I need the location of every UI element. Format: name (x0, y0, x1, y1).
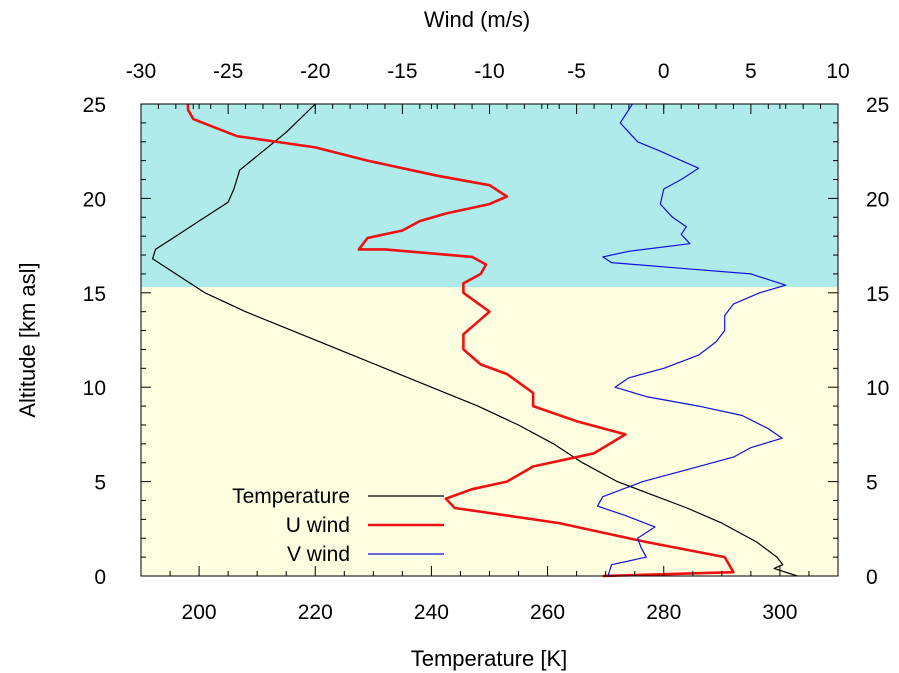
left-tick-label: 0 (94, 566, 106, 589)
left-tick-label: 10 (83, 377, 106, 400)
top-tick-label: -20 (300, 60, 330, 83)
series-line-u-wind (186, 104, 735, 578)
top-tick-label: -30 (126, 60, 156, 83)
bottom-tick-label: 280 (646, 601, 681, 624)
bottom-tick-label: 300 (762, 601, 797, 624)
top-tick-label: -5 (567, 60, 586, 83)
axis-ticks (140, 103, 839, 577)
bottom-tick-label: 200 (182, 601, 217, 624)
left-tick-label: 20 (83, 188, 106, 211)
legend-label-u-wind: U wind (286, 514, 350, 537)
right-tick-label: 10 (866, 377, 889, 400)
right-tick-label: 20 (866, 188, 889, 211)
y-axis-title: Altitude [km asl] (15, 262, 40, 417)
right-tick-label: 15 (866, 283, 889, 306)
x-axis-title-bottom: Temperature [K] (411, 646, 568, 671)
region-stratosphere (141, 104, 838, 288)
top-tick-label: 5 (745, 60, 757, 83)
series-lines (152, 103, 798, 578)
series-line-temperature (152, 103, 798, 577)
x-axis-title-top: Wind (m/s) (424, 7, 530, 32)
tick-labels: 200 220 240 260 280 300-30 -25 -20 -15 -10 -5 0 5 100… (83, 60, 890, 624)
series-line-v-wind (596, 103, 787, 577)
left-tick-label: 15 (83, 283, 106, 306)
top-tick-label: 0 (658, 60, 670, 83)
right-tick-label: 5 (866, 472, 878, 495)
legend-label-temperature: Temperature (232, 485, 350, 508)
bottom-tick-label: 260 (530, 601, 565, 624)
region-troposphere (141, 287, 838, 576)
legend: Temperature U wind V wind (232, 485, 444, 566)
top-tick-label: -10 (474, 60, 504, 83)
top-tick-label: 10 (826, 60, 849, 83)
legend-label-v-wind: V wind (287, 543, 350, 566)
right-tick-label: 0 (866, 566, 878, 589)
bottom-tick-label: 240 (414, 601, 449, 624)
left-tick-label: 5 (94, 472, 106, 495)
left-tick-label: 25 (83, 94, 106, 117)
top-tick-label: -25 (213, 60, 243, 83)
right-tick-label: 25 (866, 94, 889, 117)
top-tick-label: -15 (387, 60, 417, 83)
bottom-tick-label: 220 (298, 601, 333, 624)
